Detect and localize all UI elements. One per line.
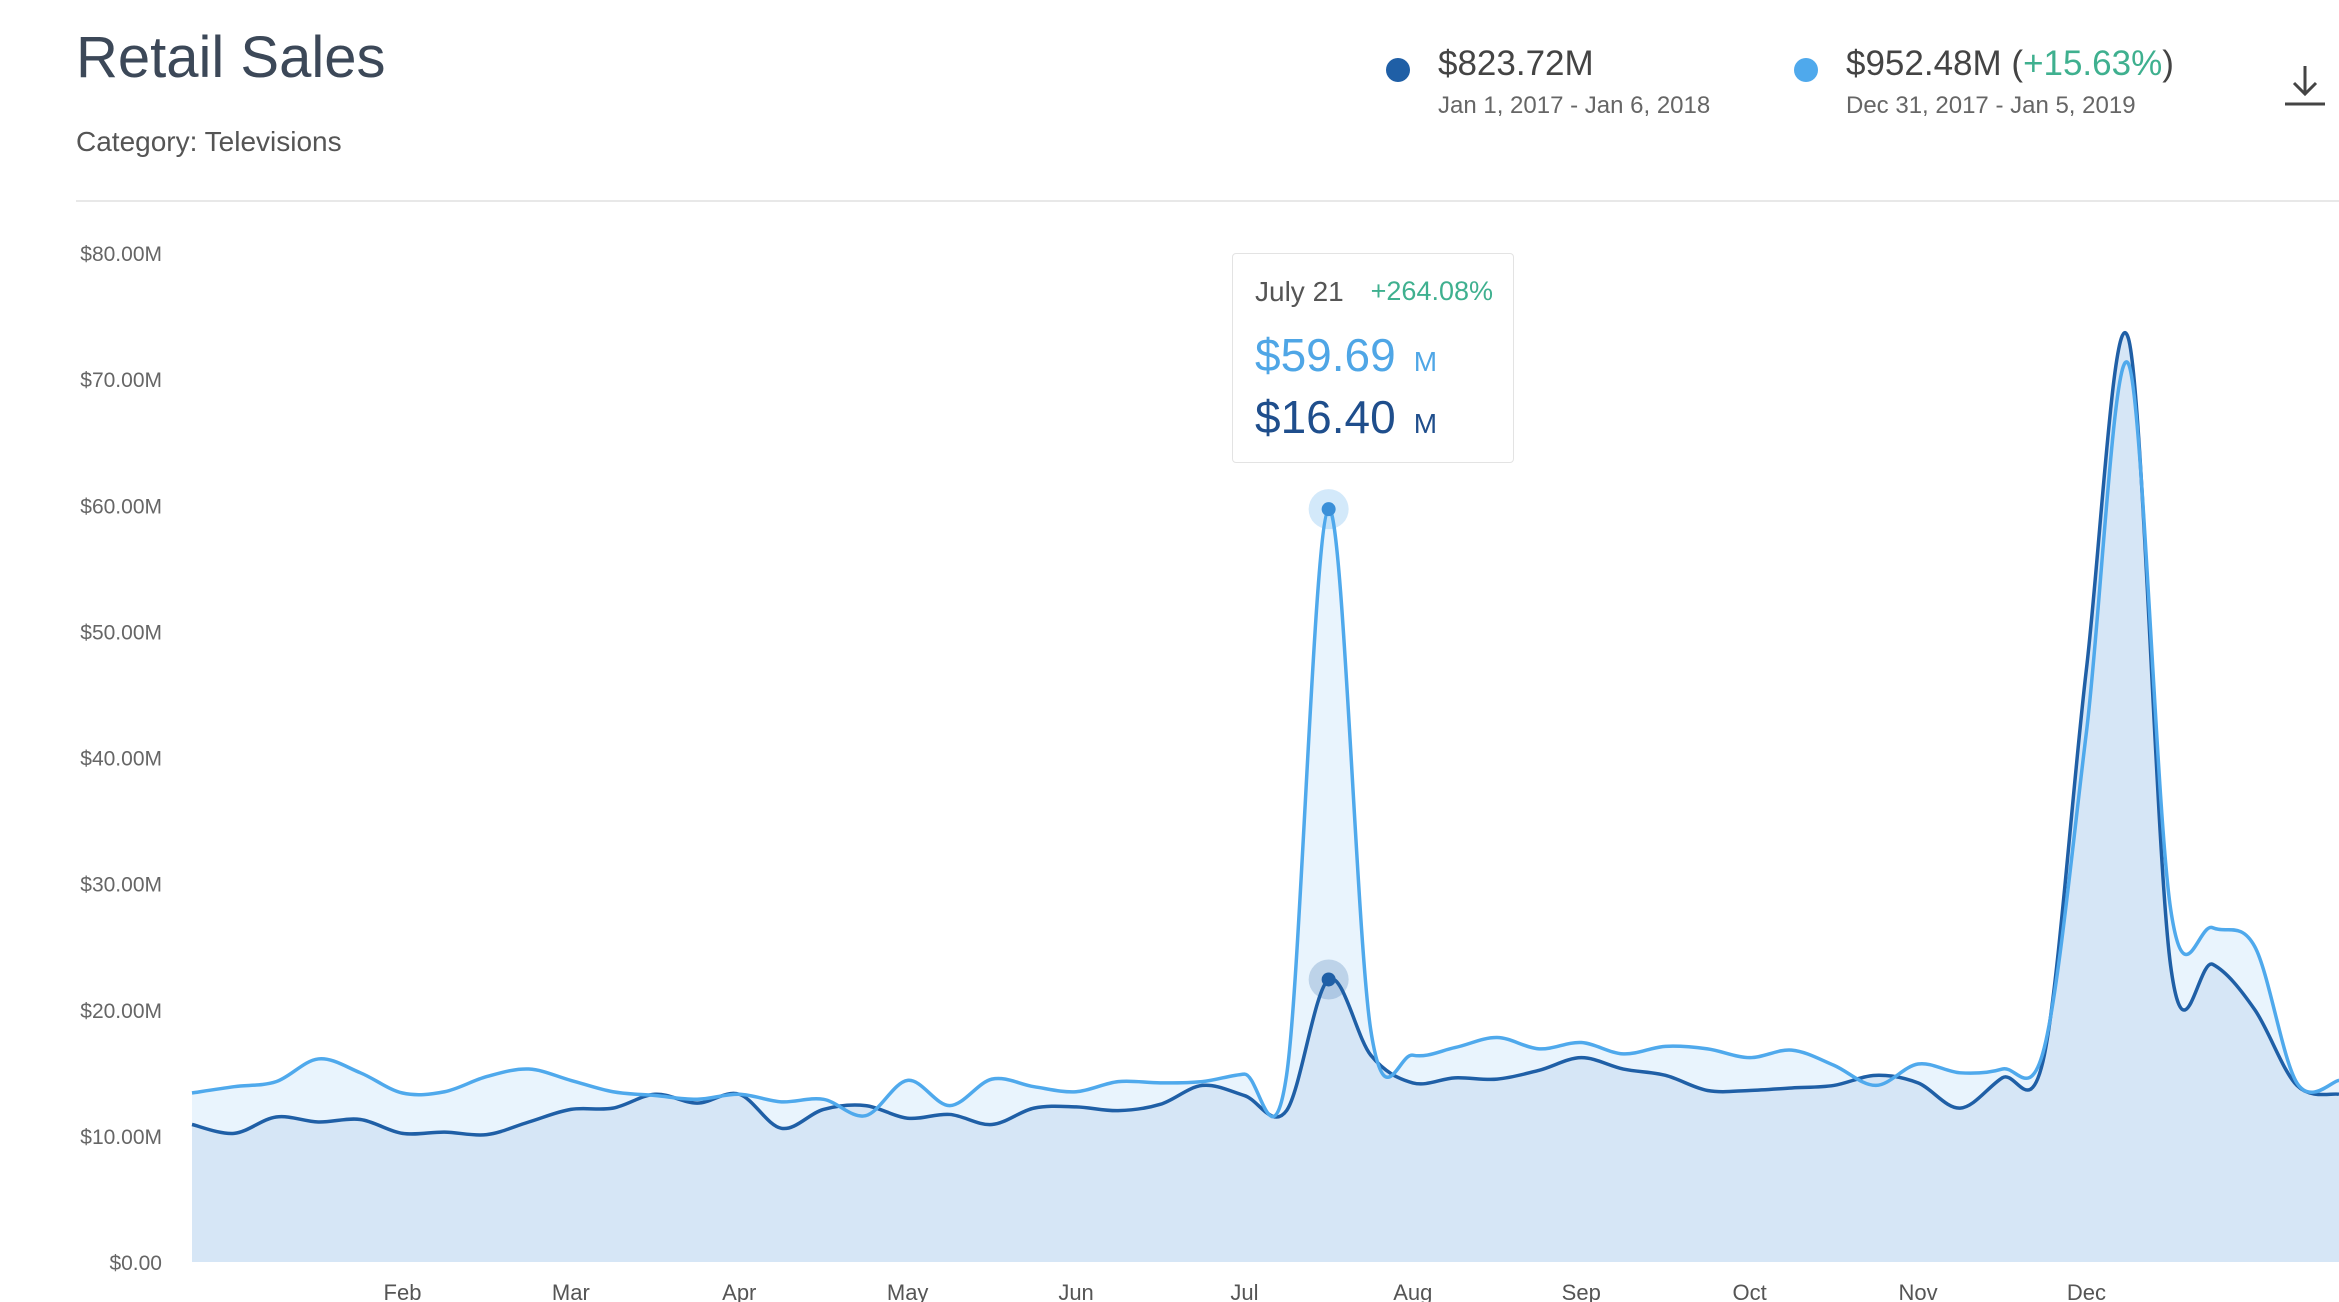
- y-tick-label: $60.00M: [80, 495, 162, 518]
- x-tick-label: May: [887, 1280, 929, 1302]
- x-tick-label: Jun: [1058, 1280, 1093, 1302]
- highlight-point-current[interactable]: [1321, 502, 1336, 517]
- x-tick-label: Mar: [552, 1280, 590, 1302]
- y-tick-label: $40.00M: [80, 748, 162, 771]
- y-tick-label: $50.00M: [80, 621, 162, 644]
- x-tick-label: Apr: [722, 1280, 756, 1302]
- tooltip-previous-value: $16.40 M: [1255, 391, 1438, 443]
- tooltip-date: July 21: [1255, 276, 1344, 307]
- x-tick-label: Oct: [1733, 1280, 1767, 1302]
- download-icon[interactable]: [2283, 60, 2327, 110]
- legend-change-close: ): [2162, 44, 2174, 83]
- legend-total-previous: $823.72M: [1438, 44, 1594, 83]
- highlight-point-previous[interactable]: [1321, 972, 1336, 987]
- x-tick-label: Feb: [384, 1280, 422, 1302]
- legend-dot-current: [1794, 58, 1818, 82]
- series-line-current: [191, 360, 2339, 1119]
- page-title: Retail Sales: [76, 25, 386, 90]
- legend-change-percent: +15.63%: [2023, 44, 2163, 83]
- legend-range-previous: Jan 1, 2017 - Jan 6, 2018: [1438, 92, 1711, 119]
- x-tick-label: Aug: [1393, 1280, 1432, 1302]
- tooltip-change: +264.08%: [1370, 276, 1493, 306]
- x-tick-label: Sep: [1562, 1280, 1601, 1302]
- y-tick-label: $30.00M: [80, 874, 162, 897]
- legend-dot-previous: [1386, 58, 1410, 82]
- x-tick-label: Jul: [1230, 1280, 1258, 1302]
- legend-item-current-period[interactable]: $952.48M (+15.63%) Dec 31, 2017 - Jan 5,…: [1794, 44, 2174, 120]
- series-area-previous: [192, 332, 2339, 1262]
- legend-range-current: Dec 31, 2017 - Jan 5, 2019: [1846, 92, 2136, 119]
- x-tick-label: Nov: [1898, 1280, 1937, 1302]
- y-tick-label: $0.00: [109, 1252, 162, 1275]
- y-tick-label: $10.00M: [80, 1126, 162, 1149]
- y-tick-label: $20.00M: [80, 1000, 162, 1023]
- chart-tooltip: July 21 +264.08% $59.69 M $16.40 M: [1232, 253, 1514, 463]
- category-subtitle: Category: Televisions: [76, 126, 342, 157]
- y-tick-label: $80.00M: [80, 243, 162, 266]
- tooltip-current-value: $59.69 M: [1255, 329, 1438, 381]
- legend-total-current: $952.48M: [1846, 44, 2002, 83]
- header-divider: [76, 200, 2339, 202]
- legend-item-previous-period[interactable]: $823.72M Jan 1, 2017 - Jan 6, 2018: [1386, 44, 1710, 120]
- y-tick-label: $70.00M: [80, 369, 162, 392]
- x-tick-label: Dec: [2067, 1280, 2106, 1302]
- series-line-previous: [191, 330, 2339, 1137]
- legend-change-open: (: [2011, 44, 2024, 83]
